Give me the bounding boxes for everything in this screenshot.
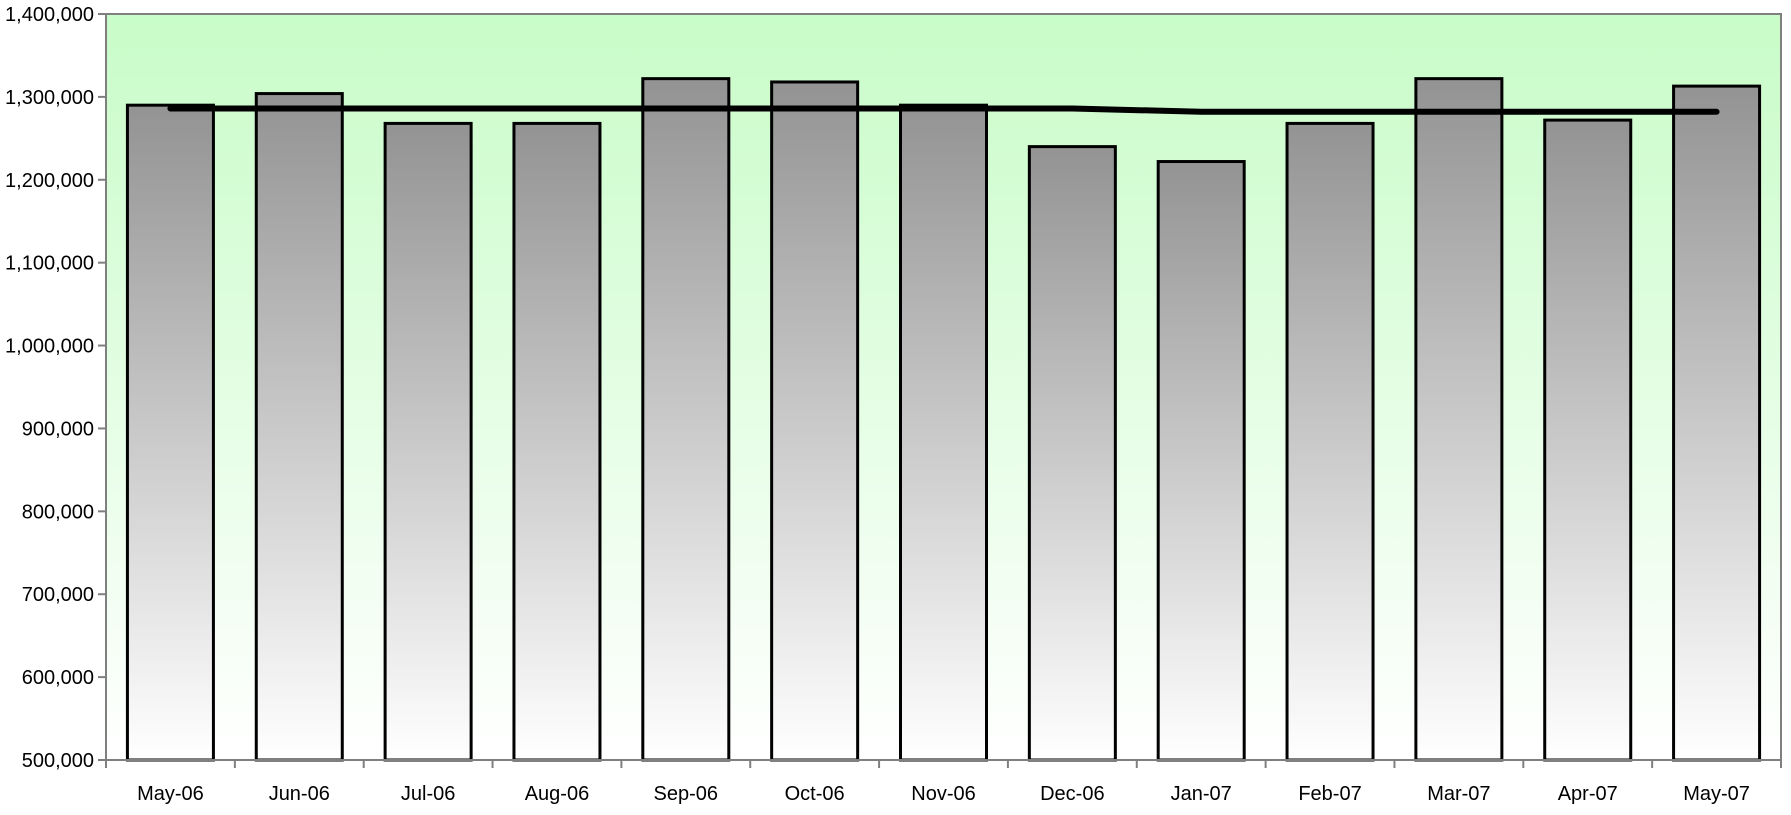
y-tick-label: 1,000,000 (5, 336, 94, 358)
trend-line (170, 108, 1716, 111)
x-axis-tick-labels: May-06 Jun-06 Jul-06 Aug-06 Sep-06 Oct-06 Nov-… (137, 783, 1750, 805)
bar-jul-06 (385, 123, 471, 760)
bar-may-06 (127, 105, 213, 760)
bar-feb-07 (1287, 123, 1373, 760)
y-tick-label: 1,300,000 (5, 87, 94, 109)
x-tick-label: Feb-07 (1298, 783, 1361, 805)
x-tick-label: Dec-06 (1040, 783, 1104, 805)
x-tick-label: Nov-06 (911, 783, 975, 805)
y-tick-label: 500,000 (22, 750, 94, 772)
bar-oct-06 (772, 82, 858, 760)
x-tick-label: Oct-06 (785, 783, 845, 805)
bar-apr-07 (1545, 120, 1631, 760)
bar-sep-06 (643, 79, 729, 760)
x-tick-label: Jul-06 (401, 783, 455, 805)
y-tick-label: 900,000 (22, 418, 94, 440)
x-tick-label: Mar-07 (1427, 783, 1490, 805)
x-tick-label: May-07 (1683, 783, 1750, 805)
y-tick-label: 1,200,000 (5, 170, 94, 192)
bar-jun-06 (256, 94, 342, 760)
x-tick-label: May-06 (137, 783, 204, 805)
bar-jan-07 (1158, 162, 1244, 760)
bar-mar-07 (1416, 79, 1502, 760)
bar-aug-06 (514, 123, 600, 760)
x-tick-label: Sep-06 (654, 783, 719, 805)
bar-dec-06 (1029, 147, 1115, 760)
y-tick-label: 700,000 (22, 584, 94, 606)
y-tick-label: 600,000 (22, 667, 94, 689)
y-axis-tick-labels: 500,000 600,000 700,000 800,000 900,000 1,000… (5, 4, 94, 772)
x-tick-label: Aug-06 (525, 783, 590, 805)
y-tick-label: 1,100,000 (5, 253, 94, 275)
bar-nov-06 (901, 105, 987, 760)
y-tick-label: 800,000 (22, 501, 94, 523)
line-layer (170, 108, 1716, 111)
bar-may-07 (1674, 86, 1760, 760)
x-tick-label: Jun-06 (269, 783, 330, 805)
x-tick-label: Jan-07 (1171, 783, 1232, 805)
x-tick-label: Apr-07 (1558, 783, 1618, 805)
y-tick-label: 1,400,000 (5, 4, 94, 26)
